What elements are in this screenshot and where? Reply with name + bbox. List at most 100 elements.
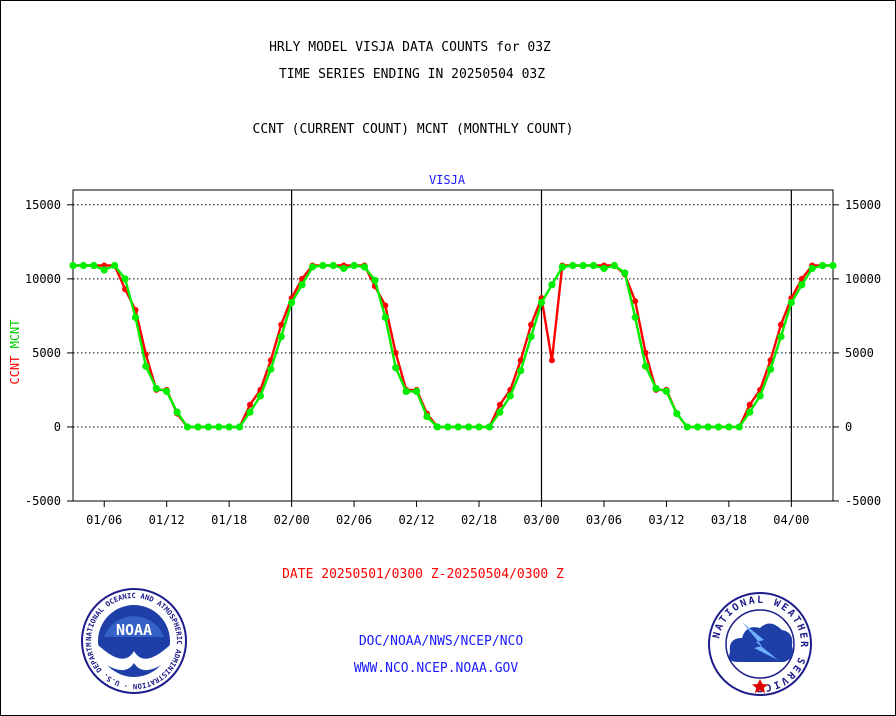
data-point-mcnt <box>454 423 462 431</box>
data-point-mcnt <box>694 423 702 431</box>
data-point-mcnt <box>642 362 650 370</box>
data-point-mcnt <box>142 362 150 370</box>
data-point-mcnt <box>100 266 108 274</box>
data-point-mcnt <box>714 423 723 431</box>
data-point-mcnt <box>589 261 598 270</box>
data-point-mcnt <box>308 263 317 271</box>
data-point-mcnt <box>79 261 88 270</box>
data-point-mcnt <box>235 423 244 431</box>
x-tick-label: 03/00 <box>523 513 559 527</box>
x-tick-label: 02/18 <box>461 513 497 527</box>
data-point-mcnt <box>392 364 400 372</box>
nws-logo-star <box>752 679 768 693</box>
panel-label: VISJA <box>429 173 466 187</box>
data-point-mcnt <box>537 298 546 307</box>
data-point-mcnt <box>423 412 431 421</box>
chart-title-line-2: TIME SERIES ENDING IN 20250504 03Z <box>279 67 545 82</box>
data-point-mcnt <box>766 365 775 373</box>
data-point-mcnt <box>152 384 160 393</box>
data-point-mcnt <box>652 384 660 393</box>
x-tick-label: 03/18 <box>711 513 747 527</box>
plot-area: 15000 15000 10000 10000 5000 5000 0 0 -5000 -5000… <box>25 189 881 527</box>
noaa-logo-text: NOAA <box>116 621 152 639</box>
data-point-mcnt <box>256 392 264 400</box>
data-point-mcnt <box>90 261 98 270</box>
y-tick-label-right: 15000 <box>845 198 881 212</box>
data-point-ccnt <box>392 349 399 356</box>
noaa-logo-inner-disc <box>98 605 170 677</box>
data-point-mcnt <box>69 261 77 270</box>
data-point-mcnt <box>569 261 577 270</box>
plot-border <box>72 189 834 502</box>
data-point-mcnt <box>204 423 212 431</box>
data-point-mcnt <box>621 269 629 277</box>
data-point-mcnt <box>704 423 712 431</box>
data-point-mcnt <box>465 423 473 431</box>
data-point-mcnt <box>277 333 285 341</box>
data-point-mcnt <box>298 281 306 289</box>
series-line-mcnt <box>73 264 833 429</box>
noaa-logo: NATIONAL OCEANIC AND ATMOSPHERIC ADMINIS… <box>81 588 187 694</box>
y-axis-label-spacer <box>8 348 22 355</box>
data-point-mcnt <box>183 423 192 431</box>
data-point-mcnt <box>662 387 671 396</box>
y-tick-label-right: 10000 <box>845 272 881 286</box>
x-tick-label: 04/00 <box>773 513 809 527</box>
data-point-mcnt <box>683 423 691 431</box>
data-point-mcnt <box>829 261 837 270</box>
noaa-logo-bird <box>98 645 170 671</box>
data-point-mcnt <box>673 410 681 418</box>
data-point-ccnt <box>246 401 253 408</box>
data-point-ccnt <box>777 321 784 328</box>
data-point-mcnt <box>111 261 119 270</box>
series-line-ccnt <box>73 264 833 429</box>
date-range-label: DATE 20250501/0300 Z-20250504/0300 Z <box>282 567 564 582</box>
data-point-mcnt <box>579 261 587 270</box>
data-point-mcnt <box>746 408 754 416</box>
data-point-mcnt <box>402 387 410 396</box>
data-point-mcnt <box>808 264 816 273</box>
data-point-mcnt <box>381 313 389 321</box>
data-point-ccnt <box>382 302 389 309</box>
footer-org-line: DOC/NOAA/NWS/NCEP/NCO <box>359 634 524 649</box>
data-point-ccnt <box>278 321 285 328</box>
y-axis-label: CCNT MCNT <box>8 319 22 384</box>
y-tick-label-right: 0 <box>845 420 852 434</box>
data-point-mcnt <box>433 423 441 431</box>
data-point-mcnt <box>787 298 795 307</box>
data-point-mcnt <box>527 333 535 341</box>
y-tick-label-left: 5000 <box>32 346 61 360</box>
data-point-mcnt <box>600 264 608 273</box>
data-point-mcnt <box>475 423 483 431</box>
data-point-mcnt <box>288 298 296 307</box>
x-tick-label: 02/12 <box>398 513 434 527</box>
nws-logo-lightning <box>742 622 778 660</box>
data-point-mcnt <box>548 281 556 289</box>
data-point-mcnt <box>225 423 233 431</box>
data-point-mcnt <box>818 261 827 270</box>
data-point-ccnt <box>528 321 535 328</box>
data-point-mcnt <box>412 387 421 396</box>
noaa-logo-sky <box>104 616 164 637</box>
x-tick-label: 01/12 <box>149 513 185 527</box>
y-tick-label-left: 15000 <box>25 198 61 212</box>
chart-title-line-1: HRLY MODEL VISJA DATA COUNTS for 03Z <box>269 40 551 55</box>
x-tick-label: 03/06 <box>586 513 622 527</box>
data-point-mcnt <box>444 423 452 431</box>
data-point-mcnt <box>215 423 223 431</box>
data-point-mcnt <box>360 263 369 271</box>
data-point-ccnt <box>632 298 639 305</box>
x-tick-label: 01/06 <box>86 513 122 527</box>
data-point-ccnt <box>548 357 555 364</box>
chart-title-line-3: CCNT (CURRENT COUNT) MCNT (MONTHLY COUNT… <box>253 122 574 137</box>
data-point-mcnt <box>725 423 733 431</box>
data-point-mcnt <box>371 276 379 284</box>
data-point-mcnt <box>517 367 525 375</box>
x-tick-label: 02/06 <box>336 513 372 527</box>
data-point-mcnt <box>631 313 639 321</box>
data-point-mcnt <box>173 408 181 416</box>
y-tick-label-left: 10000 <box>25 272 61 286</box>
data-point-mcnt <box>131 313 140 321</box>
y-axis-label-ccnt: CCNT <box>8 356 22 385</box>
